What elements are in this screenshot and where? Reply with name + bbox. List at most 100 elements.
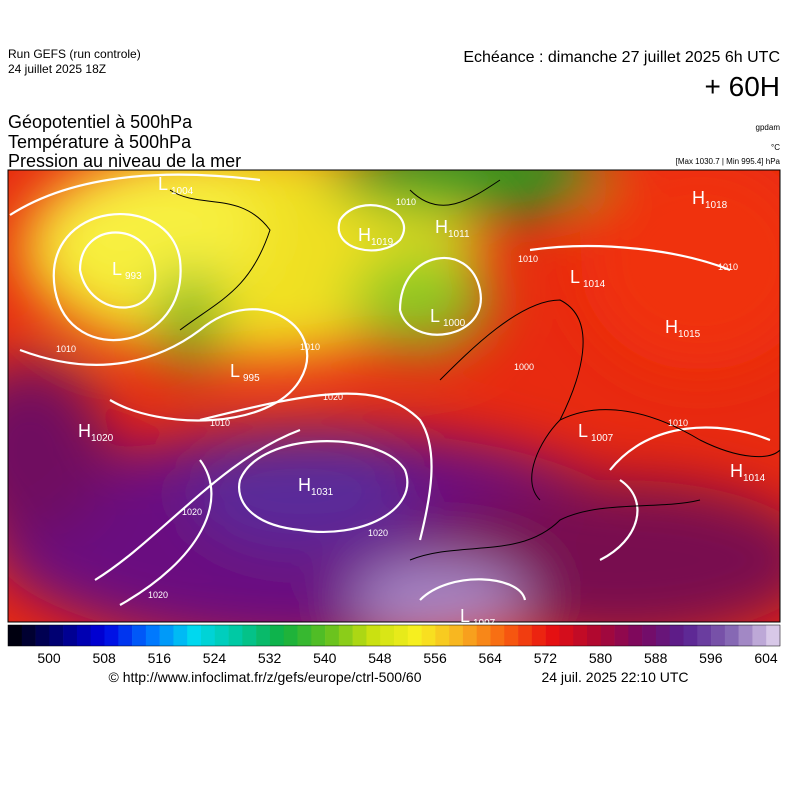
isobar-label: 1010	[210, 418, 230, 428]
colorbar-swatch	[573, 625, 588, 646]
colorbar-swatch	[311, 625, 326, 646]
colorbar-swatch	[421, 625, 436, 646]
colorbar-swatch	[242, 625, 257, 646]
colorbar-swatch	[214, 625, 229, 646]
center-value: 1019	[371, 237, 394, 248]
colorbar-swatch	[21, 625, 36, 646]
center-value: 1000	[443, 318, 466, 329]
center-value: 1018	[705, 200, 728, 211]
colorbar-swatch	[655, 625, 671, 646]
colorbar-swatch	[407, 625, 422, 646]
colorbar-swatch	[531, 625, 546, 646]
colorbar-tick-label: 556	[423, 650, 447, 666]
colorbar-tick-label: 564	[479, 650, 503, 666]
colorbar-swatch	[352, 625, 367, 646]
echeance: Echéance : dimanche 27 juillet 2025 6h U…	[463, 49, 780, 66]
center-value: 1007	[591, 433, 614, 444]
colorbar-swatch	[752, 625, 767, 646]
center-type: L	[112, 259, 122, 279]
colorbar-swatch	[449, 625, 464, 646]
center-type: H	[298, 475, 311, 495]
colorbar-swatch	[642, 625, 657, 646]
colorbar-swatch	[545, 625, 560, 646]
colorbar-swatch	[63, 625, 78, 646]
colorbar-swatch	[587, 625, 602, 646]
colorbar-tick-label: 500	[37, 650, 61, 666]
colorbar-swatch	[297, 625, 312, 646]
colorbar-tick-label: 588	[644, 650, 668, 666]
colorbar-tick-label: 580	[589, 650, 613, 666]
colorbar-swatch	[435, 625, 450, 646]
colorbar: 500 508 516 524 532 540 548 556 564 572 580 588 596 6…	[7, 624, 781, 666]
center-type: H	[665, 317, 678, 337]
colorbar-tick-label: 540	[313, 650, 337, 666]
colorbar-swatch	[159, 625, 174, 646]
footer-url: © http://www.infoclimat.fr/z/gefs/europe…	[108, 669, 421, 685]
colorbar-swatch	[173, 625, 188, 646]
isobar-label: 1010	[396, 197, 416, 207]
colorbar-swatch	[118, 625, 133, 646]
colorbar-swatch	[104, 625, 119, 646]
colorbar-swatch	[614, 625, 629, 646]
colorbar-swatch	[669, 625, 684, 646]
colorbar-swatch	[49, 625, 64, 646]
colorbar-tick-label: 596	[699, 650, 723, 666]
colorbar-swatch	[228, 625, 243, 646]
colorbar-swatch	[711, 625, 726, 646]
isobar-label: 1010	[56, 344, 76, 354]
center-type: L	[158, 174, 168, 194]
colorbar-swatch	[76, 625, 92, 646]
center-type: L	[578, 421, 588, 441]
center-value: 1007	[473, 618, 496, 629]
colorbar-swatch	[145, 625, 160, 646]
footer-date: 24 juil. 2025 22:10 UTC	[541, 669, 688, 685]
colorbar-swatch	[269, 625, 285, 646]
center-type: H	[358, 225, 371, 245]
colorbar-swatch	[683, 625, 698, 646]
colorbar-swatch	[766, 625, 781, 646]
colorbar-frame	[7, 624, 781, 647]
colorbar-swatch	[559, 625, 574, 646]
colorbar-tick-label: 524	[203, 650, 227, 666]
colorbar-tick-label: 604	[754, 650, 778, 666]
center-value: 1014	[743, 473, 766, 484]
isobar-label: 1020	[368, 528, 388, 538]
map-frame	[7, 169, 781, 623]
center-value: 1020	[91, 433, 114, 444]
center-value: 1011	[448, 229, 470, 240]
colorbar-tick-label: 508	[92, 650, 116, 666]
unit-label: gpdam	[756, 123, 781, 132]
colorbar-tick-label: 572	[534, 650, 558, 666]
isobar-label: 1020	[323, 392, 343, 402]
colorbar-swatch	[283, 625, 298, 646]
colorbar-swatch	[394, 625, 409, 646]
isobar-label: 1010	[518, 254, 538, 264]
center-value: 1031	[311, 487, 334, 498]
colorbar-swatch	[724, 625, 739, 646]
colorbar-swatch	[490, 625, 505, 646]
colorbar-swatch	[504, 625, 519, 646]
title: Pression au niveau de la mer	[8, 151, 241, 171]
unit-label: °C	[771, 143, 780, 152]
map	[8, 170, 780, 622]
center-value: 1014	[583, 279, 606, 290]
center-type: H	[730, 461, 743, 481]
colorbar-tick-label: 516	[148, 650, 172, 666]
center-type: H	[435, 217, 448, 237]
colorbar-swatch	[8, 625, 23, 646]
colorbar-tick-label: 532	[258, 650, 282, 666]
run-date: 24 juillet 2025 18Z	[8, 62, 106, 76]
colorbar-swatch	[476, 625, 491, 646]
isobar-label: 1000	[514, 362, 534, 372]
center-value: 1015	[678, 329, 701, 340]
colorbar-swatch	[338, 625, 353, 646]
colorbar-swatch	[366, 625, 381, 646]
isobar-label: 1010	[718, 262, 738, 272]
title: Température à 500hPa	[8, 132, 192, 152]
center-type: L	[430, 306, 440, 326]
colorbar-swatch	[738, 625, 753, 646]
lead-time: + 60H	[705, 71, 781, 102]
title: Géopotentiel à 500hPa	[8, 112, 193, 132]
